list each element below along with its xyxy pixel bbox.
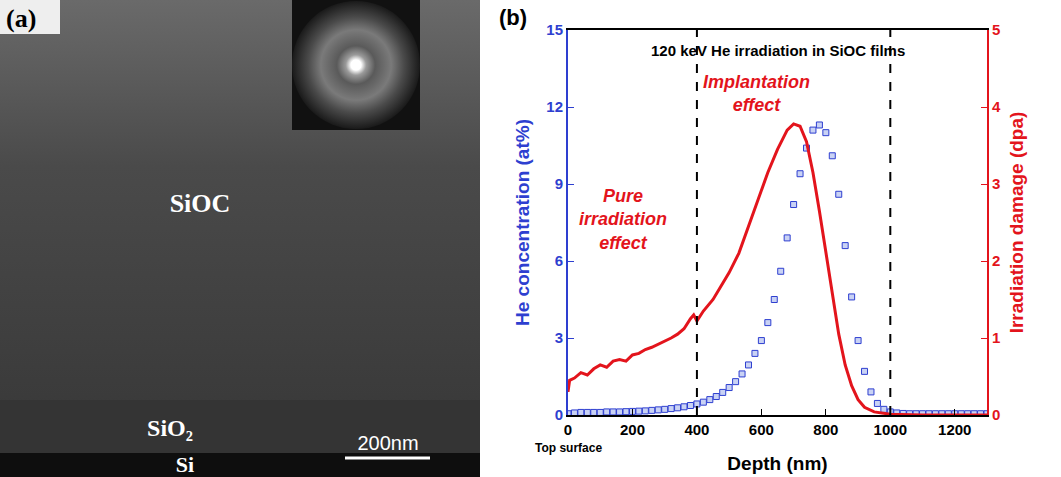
svg-text:Pureirradiationeffect: Pureirradiationeffect [579,186,667,253]
svg-text:1000: 1000 [874,421,907,438]
svg-text:1: 1 [992,329,1000,346]
svg-text:12: 12 [546,98,563,115]
svg-text:Depth (nm): Depth (nm) [727,453,827,474]
svg-text:800: 800 [813,421,838,438]
svg-text:600: 600 [749,421,774,438]
svg-text:(a): (a) [6,4,36,33]
svg-text:Implantationeffect: Implantationeffect [703,72,810,115]
svg-text:200nm: 200nm [357,432,418,454]
svg-text:2: 2 [992,252,1000,269]
svg-text:SiO₂: SiO₂ [147,415,193,441]
svg-text:1200: 1200 [938,421,971,438]
svg-text:9: 9 [555,175,563,192]
svg-text:Top surface: Top surface [535,441,602,455]
svg-text:3: 3 [555,329,563,346]
svg-text:400: 400 [684,421,709,438]
svg-text:0: 0 [564,421,572,438]
svg-text:SiOC: SiOC [170,189,231,218]
svg-text:He concentration (at%): He concentration (at%) [512,119,533,326]
svg-text:0: 0 [992,406,1000,423]
svg-text:(b): (b) [499,5,527,30]
svg-text:6: 6 [555,252,563,269]
svg-text:120 keV He irradiation in SiOC: 120 keV He irradiation in SiOC films [651,42,905,59]
svg-text:Irradiation damage (dpa): Irradiation damage (dpa) [1006,112,1027,334]
svg-text:200: 200 [620,421,645,438]
svg-text:0: 0 [555,406,563,423]
svg-text:Si: Si [176,452,194,477]
svg-text:5: 5 [992,21,1000,38]
svg-text:3: 3 [992,175,1000,192]
svg-text:4: 4 [992,98,1001,115]
svg-text:15: 15 [546,21,563,38]
